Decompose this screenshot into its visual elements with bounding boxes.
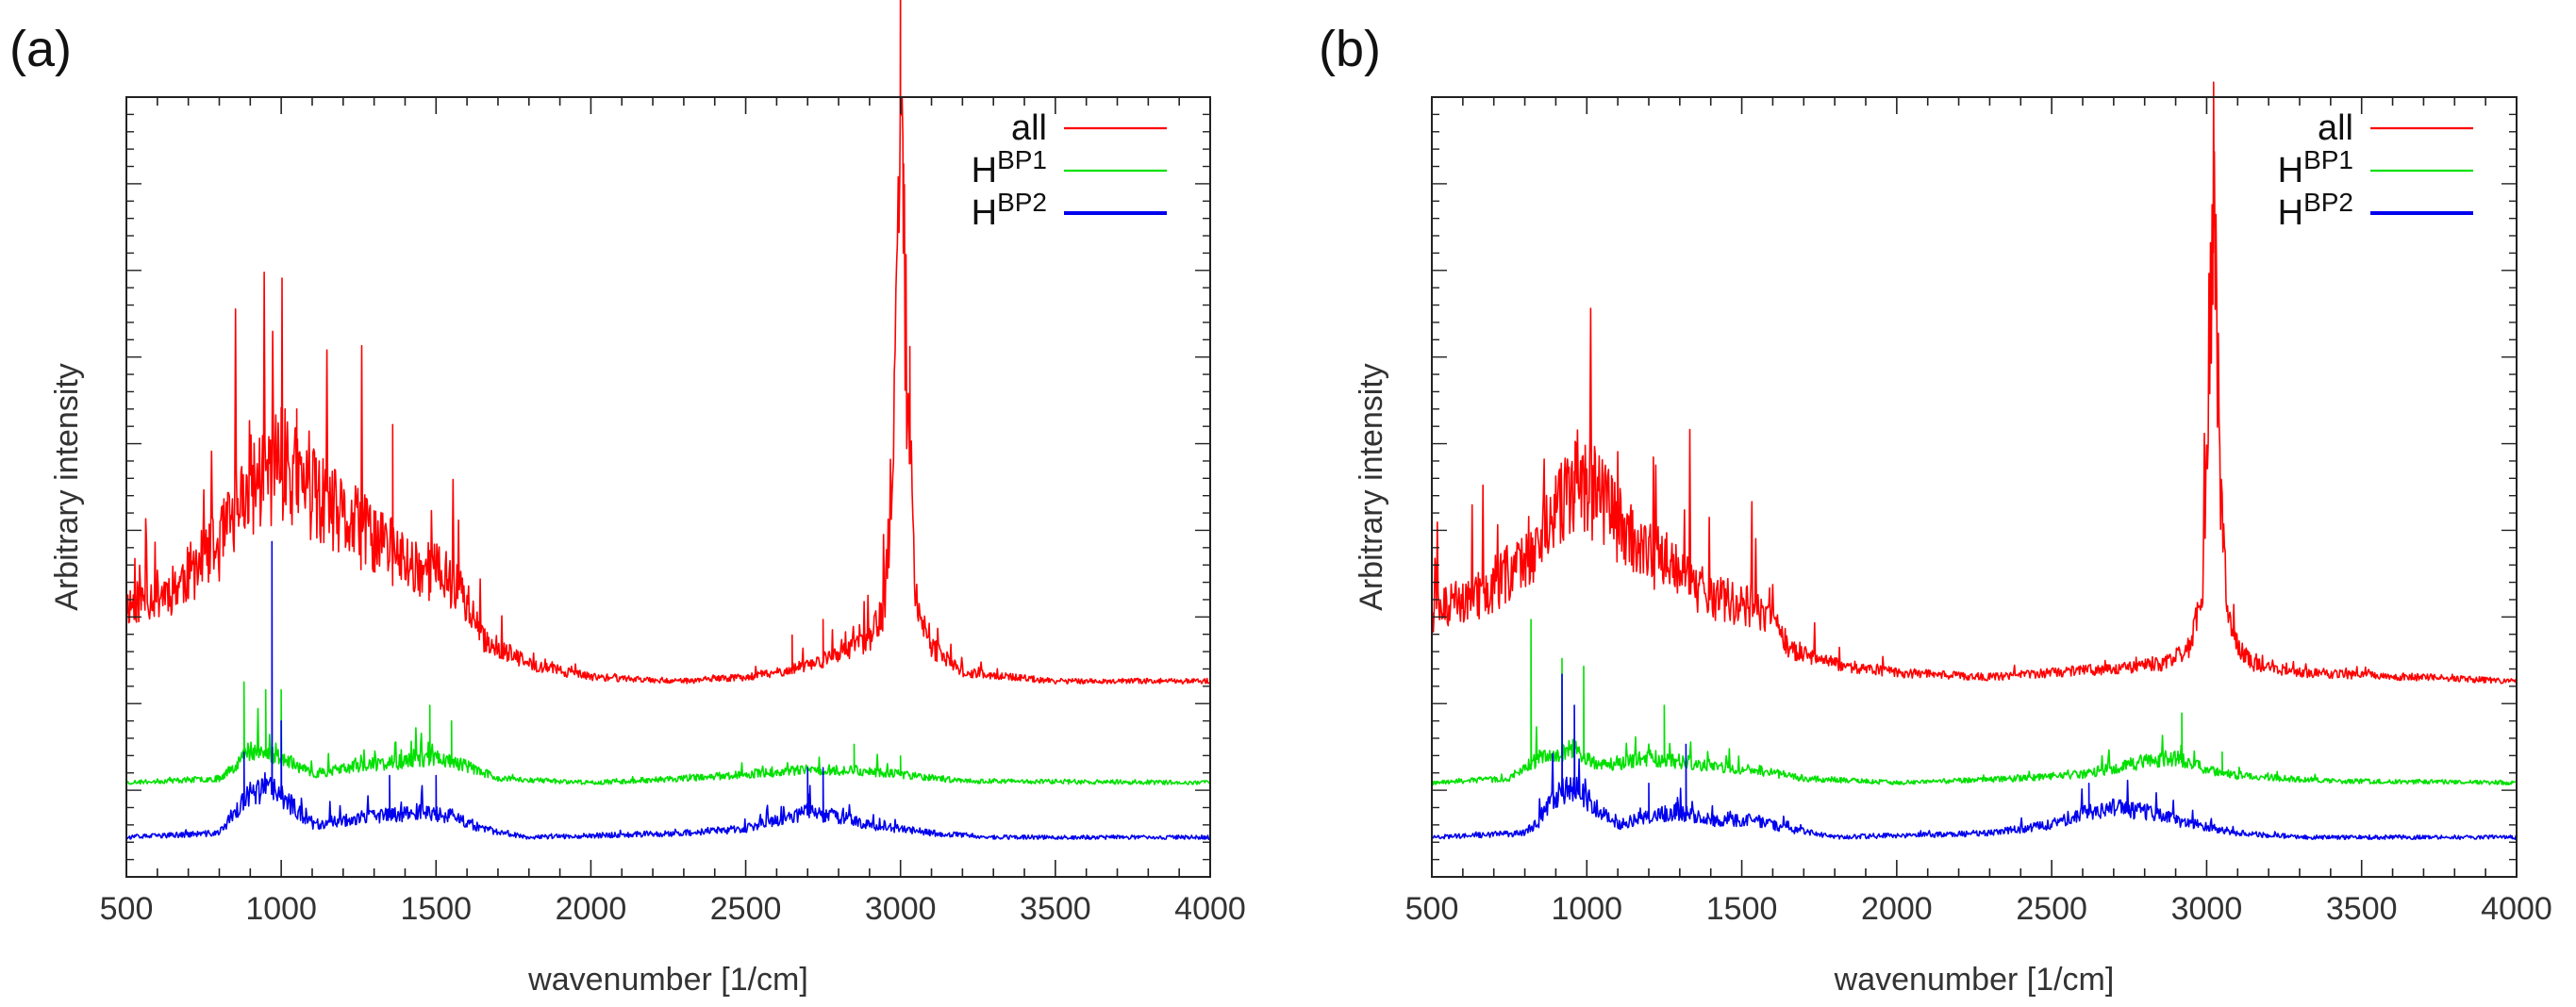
chart-panel-a: (a) 500 1000 1500 2000 2500 3000 3500 4000 wavenu…: [9, 0, 1246, 998]
legend-label: all: [2318, 108, 2353, 148]
series-line-all: [125, 0, 1211, 685]
x-tick-label: 4000: [1174, 891, 1246, 927]
panel-label: (a): [9, 21, 72, 77]
x-axis-title: wavenumber [1/cm]: [1834, 962, 2115, 998]
legend-label: HBP2: [972, 188, 1047, 233]
plot-frame: [1431, 96, 2518, 878]
x-tick-label: 3000: [2171, 891, 2243, 927]
x-tick-label: 1000: [245, 891, 317, 927]
x-tick-label: 2500: [2016, 891, 2087, 927]
series-line-all: [1431, 81, 2518, 685]
x-tick-label: 1500: [400, 891, 472, 927]
x-tick-label: 2000: [556, 891, 627, 927]
series-line-hbp1: [1431, 619, 2518, 785]
x-tick-label: 3500: [2326, 891, 2398, 927]
series-line-hbp1: [125, 681, 1211, 785]
y-axis-title: Arbitrary intensity: [1354, 363, 1389, 611]
x-tick-label: 1500: [1706, 891, 1778, 927]
series-line-hbp2: [125, 540, 1211, 840]
legend-label: HBP1: [2278, 145, 2353, 190]
panel-label: (b): [1319, 21, 1381, 77]
series-line-hbp2: [1431, 673, 2518, 840]
x-tick-label: 500: [1405, 891, 1459, 927]
x-tick-label: 3000: [865, 891, 937, 927]
y-axis-title: Arbitrary intensity: [49, 363, 85, 611]
x-tick-label: 2000: [1861, 891, 1933, 927]
x-tick-label: 4000: [2481, 891, 2552, 927]
legend-label: all: [1011, 108, 1047, 148]
legend-label: HBP1: [972, 145, 1047, 190]
legend-label: HBP2: [2278, 188, 2353, 233]
x-tick-label: 500: [100, 891, 154, 927]
x-tick-label: 2500: [710, 891, 782, 927]
x-tick-label: 3500: [1020, 891, 1091, 927]
plot-frame: [125, 96, 1211, 878]
x-tick-label: 1000: [1551, 891, 1622, 927]
x-axis-title: wavenumber [1/cm]: [527, 962, 808, 998]
chart-panel-b: (b) 500 1000 1500 2000 2500 3000 3500 4000 wavenu…: [1319, 21, 2552, 998]
